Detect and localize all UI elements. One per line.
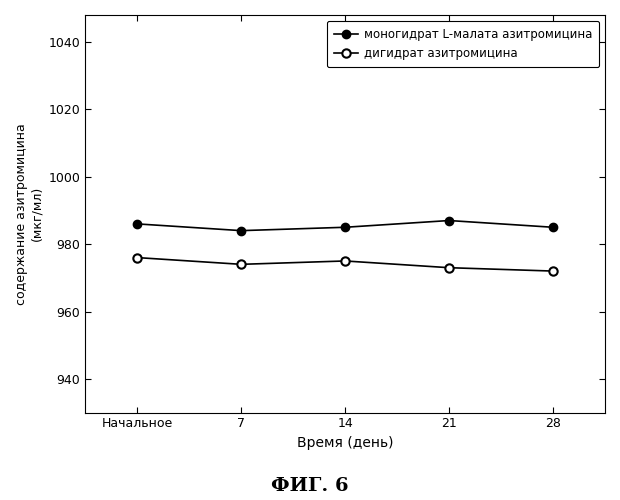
Line: моногидрат L-малата азитромицина: моногидрат L-малата азитромицина [133,216,557,235]
дигидрат азитромицина [133,254,141,260]
Line: дигидрат азитромицина: дигидрат азитромицина [133,254,557,275]
дигидрат азитромицина [445,264,453,270]
моногидрат L-малата азитромицина [342,224,349,230]
Legend: моногидрат L-малата азитромицина, дигидрат азитромицина: моногидрат L-малата азитромицина, дигидр… [327,21,599,67]
дигидрат азитромицина [237,262,245,268]
Y-axis label: содержание азитромицина
(мкг/мл): содержание азитромицина (мкг/мл) [15,123,43,304]
моногидрат L-малата азитромицина [549,224,557,230]
дигидрат азитромицина [549,268,557,274]
моногидрат L-малата азитромицина [237,228,245,234]
X-axis label: Время (день): Время (день) [297,436,394,450]
дигидрат азитромицина [342,258,349,264]
Text: ФИГ. 6: ФИГ. 6 [271,477,349,495]
моногидрат L-малата азитромицина [133,221,141,227]
моногидрат L-малата азитромицина [445,218,453,224]
